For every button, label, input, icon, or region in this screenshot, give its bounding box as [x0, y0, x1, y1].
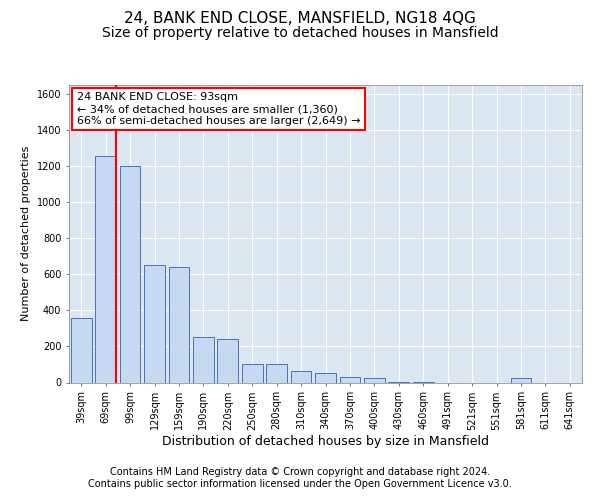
- Bar: [242, 364, 263, 382]
- Bar: [290, 371, 311, 382]
- Bar: [340, 377, 361, 382]
- X-axis label: Distribution of detached houses by size in Mansfield: Distribution of detached houses by size …: [162, 435, 489, 448]
- Bar: [95, 156, 116, 382]
- Bar: [364, 378, 385, 382]
- Bar: [193, 338, 214, 382]
- Text: 24, BANK END CLOSE, MANSFIELD, NG18 4QG: 24, BANK END CLOSE, MANSFIELD, NG18 4QG: [124, 11, 476, 26]
- Text: Size of property relative to detached houses in Mansfield: Size of property relative to detached ho…: [101, 26, 499, 40]
- Bar: [71, 318, 92, 382]
- Y-axis label: Number of detached properties: Number of detached properties: [21, 146, 31, 322]
- Bar: [119, 166, 140, 382]
- Bar: [217, 339, 238, 382]
- Bar: [169, 267, 190, 382]
- Text: Contains HM Land Registry data © Crown copyright and database right 2024.
Contai: Contains HM Land Registry data © Crown c…: [88, 468, 512, 489]
- Bar: [144, 266, 165, 382]
- Text: 24 BANK END CLOSE: 93sqm
← 34% of detached houses are smaller (1,360)
66% of sem: 24 BANK END CLOSE: 93sqm ← 34% of detach…: [77, 92, 360, 126]
- Bar: [511, 378, 532, 382]
- Bar: [315, 372, 336, 382]
- Bar: [266, 364, 287, 382]
